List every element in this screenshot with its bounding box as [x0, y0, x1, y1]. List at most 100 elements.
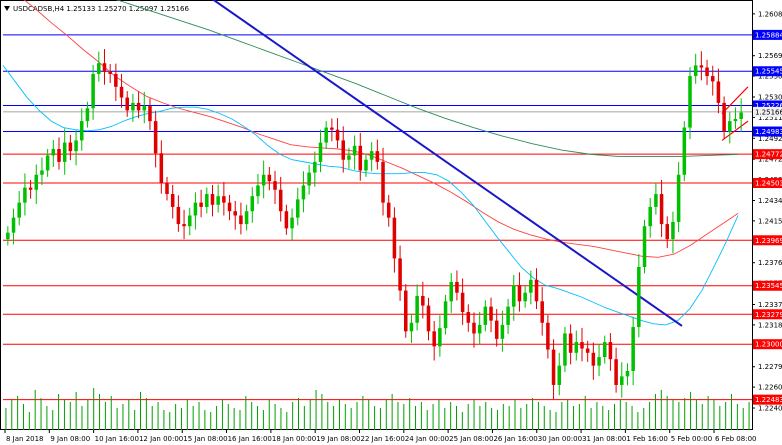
candle-bull — [739, 112, 743, 119]
red-level-badge-2-text: 1.23969 — [755, 237, 782, 245]
candle-bull — [415, 295, 419, 323]
red-level-badge-5-text: 1.23000 — [755, 341, 782, 349]
candle-bull — [483, 306, 488, 325]
candle-bull — [620, 376, 624, 385]
candle-bull — [6, 232, 10, 240]
candle-bear — [546, 322, 550, 350]
candle-bull — [625, 371, 630, 377]
candle-bull — [17, 202, 21, 218]
candle-bull — [602, 342, 607, 358]
x-tick-label: 25 Jan 08:00 — [449, 435, 493, 443]
candle-bull — [574, 342, 579, 353]
x-tick-label: 15 Jan 08:00 — [183, 435, 227, 443]
candle-bull — [443, 301, 448, 329]
candle-bull — [512, 285, 516, 307]
y-tick-label: 1.24340 — [758, 197, 782, 205]
candle-bull — [307, 172, 311, 186]
red-level-badge-1-box — [753, 178, 782, 189]
blue-level-badge-1-text: 1.25545 — [755, 68, 782, 76]
x-tick-label: 30 Jan 00:00 — [538, 435, 582, 443]
candle-bull — [313, 161, 317, 173]
candle-bull — [409, 322, 414, 332]
candle-bear — [398, 258, 402, 291]
ma-fast-line — [2, 65, 739, 326]
candle-bear — [386, 202, 391, 218]
candle-bull — [74, 140, 78, 152]
blue-level-badge-3: 1.24983 — [753, 126, 782, 137]
candle-bear — [170, 194, 175, 207]
candle-bear — [585, 348, 590, 353]
candle-bear — [28, 187, 33, 190]
y-tick-label: 1.24725 — [758, 156, 782, 164]
symbol-line: USDCADSB,H4 1.25133 1.25270 1.25097 1.25… — [13, 5, 189, 13]
x-tick-label: 8 Jan 2018 — [6, 435, 44, 443]
candle-bull — [682, 127, 687, 175]
candle-bull — [97, 63, 101, 74]
candle-bear — [710, 76, 715, 82]
candle-bear — [233, 211, 237, 216]
blue-level-badge-2-box — [753, 100, 782, 111]
candle-bull — [205, 194, 209, 207]
trend-line — [211, 0, 683, 327]
blue-level-badge-2-text: 1.25226 — [755, 102, 782, 110]
y-tick-label: 1.25500 — [758, 73, 782, 81]
candle-bear — [153, 121, 158, 154]
ma-mid-line — [23, 0, 739, 258]
blue-level-badge-0-text: 1.25884 — [755, 31, 782, 39]
candle-bull — [693, 65, 698, 77]
candle-bull — [477, 324, 482, 334]
candle-bull — [637, 266, 641, 328]
candle-bear — [57, 149, 61, 162]
candle-bull — [34, 174, 39, 190]
blue-level-badge-0: 1.25884 — [753, 29, 782, 40]
candle-bear — [335, 129, 340, 141]
candle-bull — [563, 333, 567, 366]
red-level-badge-4: 1.23279 — [753, 309, 782, 320]
red-level-badge-5-box — [753, 339, 782, 350]
candle-bear — [136, 102, 141, 111]
x-tick-label: 16 Jan 16:00 — [228, 435, 272, 443]
candle-bear — [182, 224, 186, 227]
candle-bull — [688, 76, 692, 128]
x-tick-label: 19 Jan 08:00 — [316, 435, 360, 443]
blue-level-badge-3-box — [753, 126, 782, 137]
candle-bear — [517, 285, 522, 302]
candle-bear — [330, 127, 334, 130]
red-level-badge-1: 1.24503 — [753, 178, 782, 189]
red-level-badge-2: 1.23969 — [753, 235, 782, 246]
candle-bear — [375, 151, 380, 162]
candle-bull — [529, 279, 533, 293]
current-price-badge: 1.25166 — [753, 106, 782, 117]
candle-bear — [608, 342, 613, 360]
y-tick-label: 1.24150 — [758, 217, 782, 225]
y-tick-label: 1.23180 — [758, 321, 782, 329]
candle-bull — [131, 102, 135, 111]
candle-bear — [580, 342, 584, 349]
candle-bear — [239, 215, 243, 225]
candle-bear — [392, 217, 397, 259]
candle-bear — [165, 183, 169, 195]
candle-bear — [460, 292, 465, 313]
candle-bull — [51, 149, 56, 156]
candle-bull — [142, 106, 147, 111]
x-tick-label: 12 Jan 00:00 — [139, 435, 183, 443]
candle-bull — [676, 174, 681, 222]
red-level-badge-0-text: 1.24772 — [755, 151, 782, 159]
candle-bull — [45, 155, 50, 171]
candle-bull — [438, 328, 442, 347]
candle-bear — [568, 333, 573, 353]
candle-bull — [733, 118, 738, 122]
candle-bull — [671, 221, 675, 240]
candle-bear — [125, 97, 129, 111]
candle-bear — [705, 67, 709, 77]
candle-bear — [421, 295, 425, 306]
candle-bear — [159, 153, 164, 184]
current-price-badge-box — [753, 106, 782, 117]
candle-bull — [648, 206, 652, 227]
candle-bull — [295, 199, 300, 218]
y-tick-label: 1.25115 — [758, 114, 782, 122]
candle-bear — [432, 331, 436, 347]
candle-bull — [11, 217, 16, 233]
x-tick-label: 24 Jan 00:00 — [405, 435, 449, 443]
